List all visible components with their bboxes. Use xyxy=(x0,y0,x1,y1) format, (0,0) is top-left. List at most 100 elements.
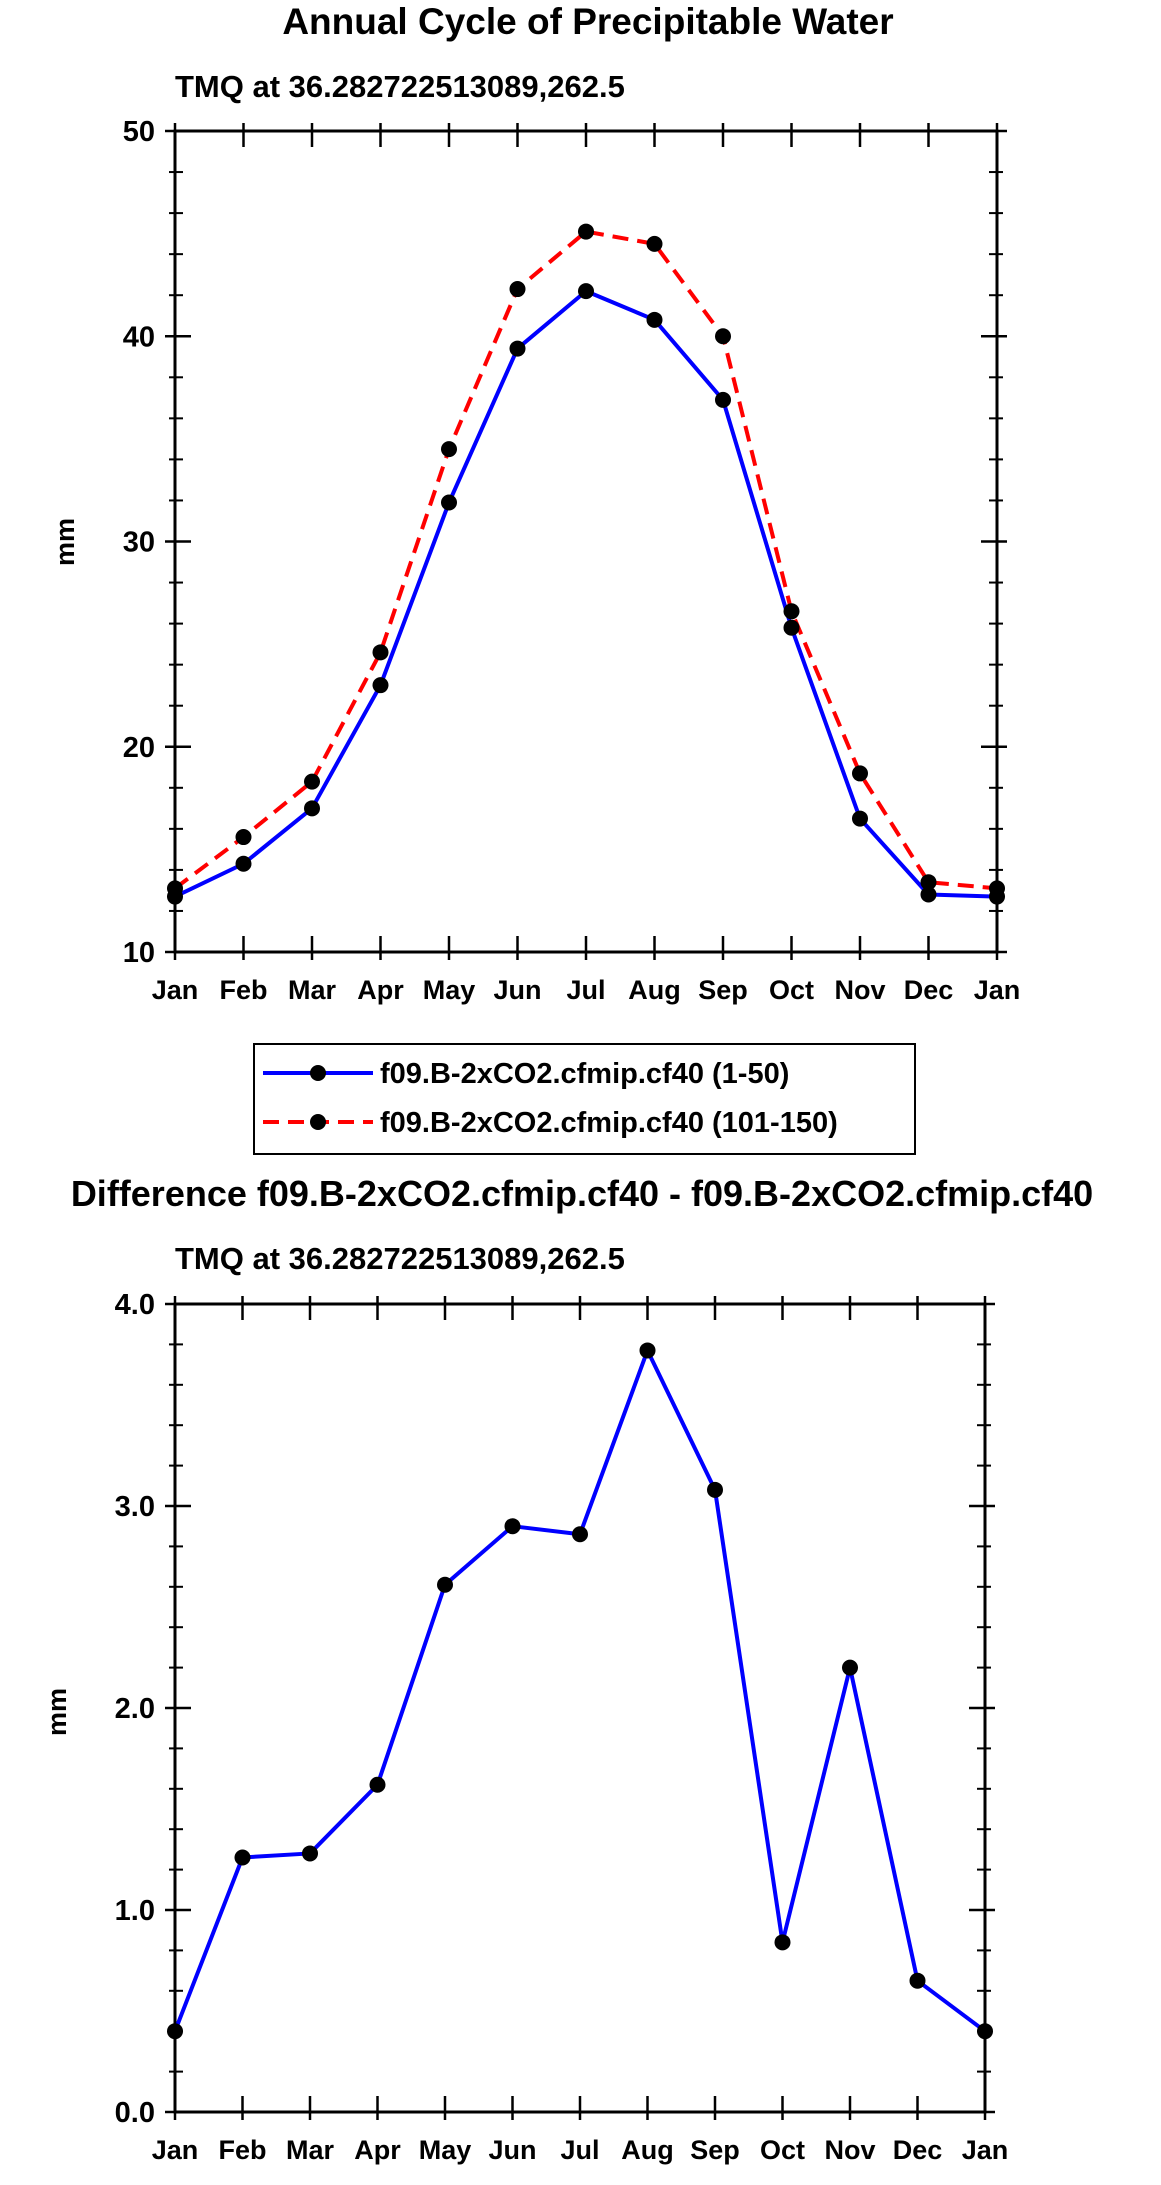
y-axis-label: mm xyxy=(50,518,80,566)
data-point-series-2 xyxy=(304,773,320,790)
x-tick-label: Jul xyxy=(560,2135,599,2165)
data-point-series-1 xyxy=(578,283,594,300)
y-tick-label: 0.0 xyxy=(115,2097,155,2129)
legend-marker-series-1 xyxy=(310,1065,326,1081)
y-tick-labels: 0.0 1.0 2.0 3.0 4.0 xyxy=(115,1289,155,2129)
x-tick-label: Mar xyxy=(286,2135,335,2165)
y-tick-label: 50 xyxy=(123,116,155,148)
y-tick-label: 20 xyxy=(123,732,155,764)
data-point-series-1 xyxy=(715,391,731,408)
data-point-series-2 xyxy=(783,603,800,620)
data-point-series-1 xyxy=(302,1845,318,1862)
x-tick-labels: Jan Feb Mar Apr May Jun Jul Aug Sep Oct Nov Dec Jan xyxy=(152,2135,1009,2165)
legend: f09.B-2xCO2.cfmip.cf40 (1-50) f09.B-2xCO… xyxy=(253,1043,916,1155)
x-tick-label: Jan xyxy=(974,975,1021,1005)
data-point-series-1 xyxy=(437,1576,453,1593)
x-tick-label: Apr xyxy=(354,2135,401,2165)
data-point-series-2 xyxy=(578,223,594,240)
data-point-series-2 xyxy=(852,765,868,782)
legend-box xyxy=(253,1043,916,1155)
x-tick-label: Oct xyxy=(760,2135,805,2165)
plot-frame xyxy=(173,129,999,954)
y-axis-label: mm xyxy=(42,1688,72,1736)
data-point-series-1 xyxy=(920,886,937,903)
chart-annual-cycle: Annual Cycle of Precipitable Water TMQ a… xyxy=(50,1,1020,1005)
data-point-series-2 xyxy=(167,880,183,897)
data-point-series-1 xyxy=(646,311,663,328)
y-tick-label: 30 xyxy=(123,527,155,559)
x-tick-label: Feb xyxy=(219,975,267,1005)
data-point-series-1 xyxy=(774,1934,791,1951)
x-tick-label: Jul xyxy=(566,975,605,1005)
series-lines xyxy=(167,1342,993,2040)
x-tick-label: Apr xyxy=(357,975,404,1005)
x-tick-label: Jan xyxy=(962,2135,1009,2165)
x-tick-label: Nov xyxy=(824,2135,875,2165)
x-tick-label: Aug xyxy=(621,2135,673,2165)
y-tick-label: 1.0 xyxy=(115,1895,155,1927)
x-tick-label: May xyxy=(419,2135,472,2165)
series-lines xyxy=(167,223,1005,905)
series-line-2 xyxy=(173,229,998,891)
x-tick-label: Feb xyxy=(218,2135,266,2165)
legend-label-series-1: f09.B-2xCO2.cfmip.cf40 (1-50) xyxy=(380,1058,789,1090)
data-point-series-1 xyxy=(977,2023,993,2040)
data-point-series-2 xyxy=(509,281,526,298)
data-point-series-1 xyxy=(167,2023,183,2040)
x-tick-label: Aug xyxy=(628,975,680,1005)
x-tick-label: Oct xyxy=(769,975,814,1005)
data-point-series-1 xyxy=(842,1659,858,1676)
y-tick-label: 2.0 xyxy=(115,1693,155,1725)
y-tick-label: 10 xyxy=(123,937,155,969)
x-tick-label: May xyxy=(423,975,476,1005)
x-tick-label: Jan xyxy=(152,2135,199,2165)
data-point-series-2 xyxy=(989,880,1005,897)
data-point-series-1 xyxy=(372,677,389,694)
chart-subtitle: TMQ at 36.282722513089,262.5 xyxy=(175,69,625,104)
data-point-series-1 xyxy=(639,1342,656,1359)
data-point-series-1 xyxy=(441,494,457,511)
x-tick-label: Sep xyxy=(690,2135,740,2165)
data-point-series-2 xyxy=(372,644,389,661)
x-tick-label: Jan xyxy=(152,975,199,1005)
data-point-series-1 xyxy=(369,1776,386,1793)
legend-marker-series-2 xyxy=(310,1114,326,1130)
data-point-series-1 xyxy=(509,340,526,357)
data-point-series-1 xyxy=(783,619,800,636)
data-point-series-1 xyxy=(504,1518,521,1535)
data-point-series-1 xyxy=(234,1849,251,1866)
data-point-series-1 xyxy=(304,800,320,817)
x-tick-labels: Jan Feb Mar Apr May Jun Jul Aug Sep Oct Nov Dec Jan xyxy=(152,975,1021,1005)
data-point-series-2 xyxy=(715,328,731,345)
data-point-series-2 xyxy=(235,829,252,846)
x-tick-label: Mar xyxy=(288,975,337,1005)
data-point-series-1 xyxy=(852,810,868,827)
x-tick-label: Jun xyxy=(493,975,541,1005)
x-tick-label: Dec xyxy=(893,2135,943,2165)
x-tick-label: Nov xyxy=(834,975,885,1005)
axis-ticks xyxy=(165,1296,995,2120)
y-tick-label: 3.0 xyxy=(115,1491,155,1523)
data-point-series-2 xyxy=(441,441,457,458)
data-point-series-1 xyxy=(909,1972,926,1989)
x-tick-label: Jun xyxy=(488,2135,536,2165)
y-tick-label: 4.0 xyxy=(115,1289,155,1321)
data-point-series-2 xyxy=(920,874,937,891)
x-tick-label: Sep xyxy=(698,975,748,1005)
y-tick-label: 40 xyxy=(123,321,155,353)
axis-ticks xyxy=(165,123,1007,960)
data-point-series-1 xyxy=(572,1526,588,1543)
series-line-1 xyxy=(173,1348,987,2033)
series-line-1 xyxy=(174,289,998,899)
plot-frame xyxy=(173,1302,987,2114)
data-point-series-1 xyxy=(235,855,252,872)
legend-label-series-2: f09.B-2xCO2.cfmip.cf40 (101-150) xyxy=(380,1107,838,1139)
y-tick-labels: 10 20 30 40 50 xyxy=(123,116,155,969)
data-point-series-2 xyxy=(646,235,663,252)
data-point-series-1 xyxy=(707,1481,723,1498)
chart-title: Difference f09.B-2xCO2.cfmip.cf40 - f09.… xyxy=(71,1173,1093,1214)
chart-title: Annual Cycle of Precipitable Water xyxy=(282,1,893,42)
x-tick-label: Dec xyxy=(904,975,954,1005)
chart-subtitle: TMQ at 36.282722513089,262.5 xyxy=(175,1241,625,1276)
